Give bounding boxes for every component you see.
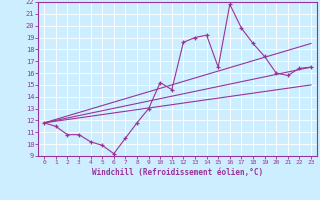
- X-axis label: Windchill (Refroidissement éolien,°C): Windchill (Refroidissement éolien,°C): [92, 168, 263, 177]
